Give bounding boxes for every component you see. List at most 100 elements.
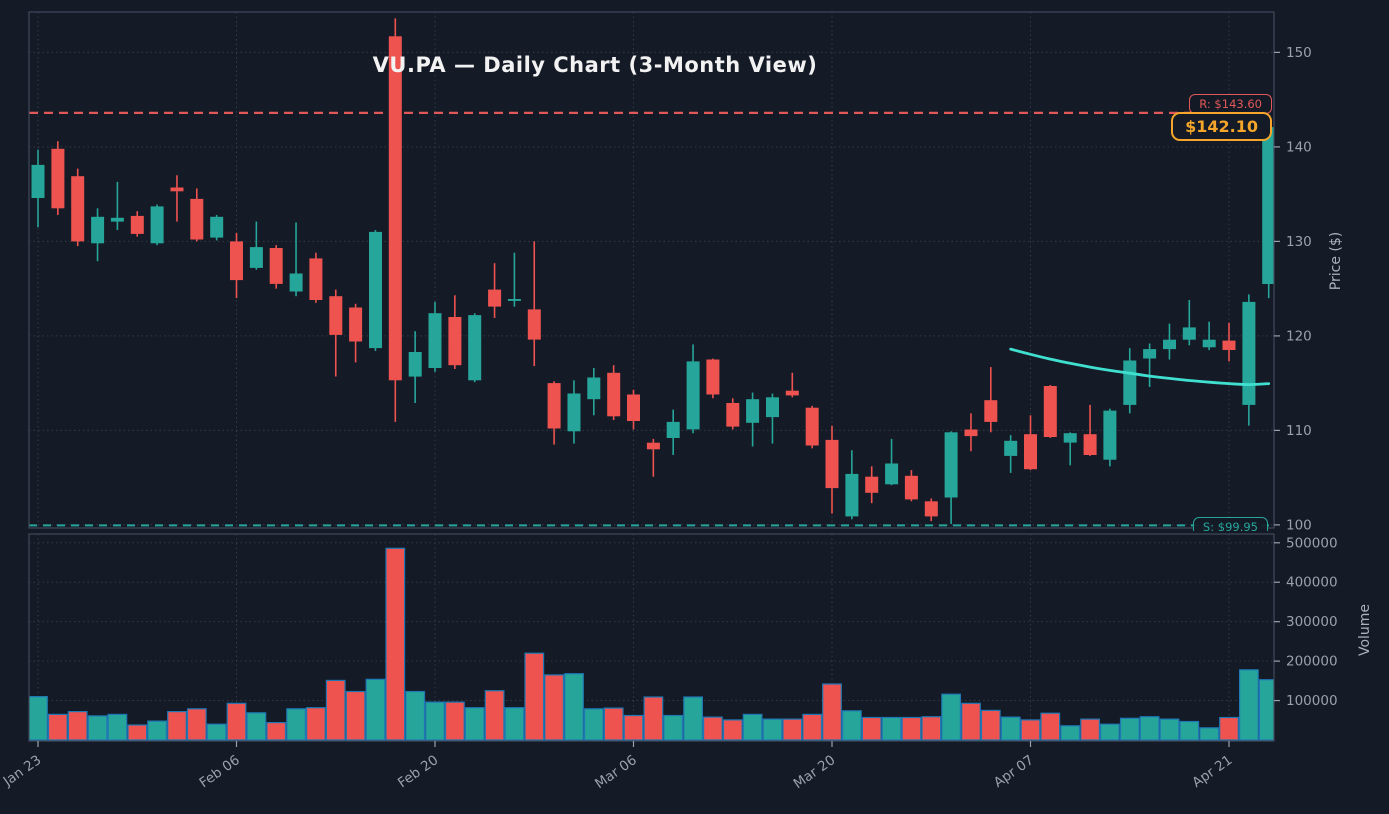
candle-body bbox=[1222, 340, 1236, 350]
volume-bar bbox=[405, 690, 426, 741]
volume-bar bbox=[1099, 723, 1120, 741]
svg-text:100: 100 bbox=[1286, 517, 1312, 533]
volume-bar bbox=[683, 696, 703, 741]
volume-bar bbox=[445, 701, 465, 741]
svg-text:400000: 400000 bbox=[1286, 575, 1338, 591]
volume-bar bbox=[226, 702, 247, 741]
candle-body bbox=[170, 187, 184, 192]
price-axis-ticks: 100 110 120 130 140 150 bbox=[1274, 45, 1312, 533]
volume-panel-border bbox=[28, 533, 1275, 742]
candles bbox=[31, 18, 1274, 524]
volume-bar bbox=[385, 547, 406, 741]
candle-body bbox=[1262, 127, 1274, 284]
volume-bar bbox=[1199, 727, 1220, 741]
candle-body bbox=[230, 241, 243, 281]
volume-bar bbox=[1219, 716, 1239, 741]
volume-bar bbox=[1080, 718, 1101, 741]
volume-bar bbox=[802, 713, 823, 741]
candle-body bbox=[865, 476, 879, 493]
volume-bar bbox=[822, 683, 842, 741]
volume-bar bbox=[961, 702, 981, 741]
volume-bar bbox=[1179, 720, 1200, 741]
volume-bars bbox=[29, 547, 1274, 741]
volume-bar bbox=[1020, 719, 1041, 741]
svg-text:200000: 200000 bbox=[1286, 654, 1338, 670]
svg-text:Jan 23: Jan 23 bbox=[0, 752, 44, 790]
candle-body bbox=[269, 248, 283, 284]
volume-bar bbox=[841, 710, 862, 741]
volume-bar bbox=[1238, 669, 1259, 741]
volume-bar bbox=[147, 720, 168, 741]
candle-body bbox=[349, 307, 363, 342]
candle-body bbox=[110, 217, 124, 222]
volume-bar bbox=[1139, 716, 1160, 741]
volume-bar bbox=[1060, 725, 1081, 741]
candle-body bbox=[468, 315, 482, 381]
candle-body bbox=[1202, 339, 1216, 348]
candle-body bbox=[904, 475, 918, 500]
volume-bar bbox=[504, 707, 525, 741]
price-panel-border bbox=[28, 11, 1275, 529]
volume-bar bbox=[663, 714, 684, 741]
volume-bar bbox=[107, 713, 128, 741]
volume-bar bbox=[345, 690, 366, 741]
candle-body bbox=[1163, 339, 1176, 350]
svg-text:130: 130 bbox=[1286, 234, 1312, 250]
candle-body bbox=[91, 216, 105, 244]
volume-bar bbox=[544, 674, 564, 741]
candle-body bbox=[924, 501, 938, 517]
candle-body bbox=[130, 215, 144, 234]
ma-line bbox=[1009, 347, 1271, 387]
volume-bar bbox=[722, 719, 743, 741]
candle-body bbox=[1242, 301, 1256, 405]
candle-body bbox=[646, 442, 660, 450]
volume-bar bbox=[67, 710, 88, 741]
volume-axis-ticks: 100000 200000 300000 400000 500000 bbox=[1274, 535, 1338, 709]
volume-bar bbox=[167, 710, 187, 741]
volume-bar bbox=[484, 690, 505, 741]
candle-body bbox=[627, 394, 640, 421]
volume-bar bbox=[325, 679, 346, 741]
last-price-badge: $142.10 bbox=[1171, 112, 1272, 141]
resistance-label: R: $143.60 bbox=[1189, 94, 1272, 114]
volume-bar bbox=[1000, 716, 1021, 741]
grid-lines bbox=[29, 12, 1274, 741]
volume-bar bbox=[861, 716, 882, 741]
volume-bar bbox=[266, 721, 287, 741]
svg-text:120: 120 bbox=[1286, 328, 1312, 344]
svg-text:Feb 20: Feb 20 bbox=[395, 752, 441, 791]
volume-bar bbox=[1258, 679, 1274, 741]
candle-body bbox=[448, 317, 462, 366]
candle-body bbox=[1024, 434, 1037, 470]
candle-body bbox=[408, 352, 422, 377]
candle-body bbox=[1123, 360, 1137, 405]
volume-bar bbox=[425, 701, 445, 741]
candle-body bbox=[825, 439, 839, 489]
candle-body bbox=[944, 432, 958, 498]
candle-body bbox=[488, 289, 502, 307]
volume-bar bbox=[246, 712, 267, 741]
candle-body bbox=[805, 407, 819, 446]
candle-body bbox=[369, 231, 382, 349]
candle-body bbox=[746, 399, 760, 423]
candle-body bbox=[51, 148, 65, 209]
candle-body bbox=[706, 359, 720, 395]
volume-bar bbox=[206, 723, 227, 741]
volume-bar bbox=[127, 724, 148, 741]
volume-bar bbox=[941, 693, 961, 741]
volume-bar bbox=[1159, 718, 1180, 741]
candle-body bbox=[150, 206, 164, 244]
svg-text:Mar 20: Mar 20 bbox=[791, 752, 839, 792]
svg-text:Mar 06: Mar 06 bbox=[592, 752, 640, 792]
volume-bar bbox=[702, 716, 723, 741]
volume-bar bbox=[762, 718, 783, 741]
volume-bar bbox=[980, 709, 1001, 741]
candle-body bbox=[785, 390, 799, 396]
volume-bar bbox=[564, 673, 584, 741]
volume-bar bbox=[286, 708, 306, 741]
volume-bar bbox=[1119, 717, 1140, 741]
candle-body bbox=[726, 403, 740, 427]
volume-bar bbox=[583, 708, 604, 741]
svg-text:Apr 07: Apr 07 bbox=[991, 752, 1037, 791]
